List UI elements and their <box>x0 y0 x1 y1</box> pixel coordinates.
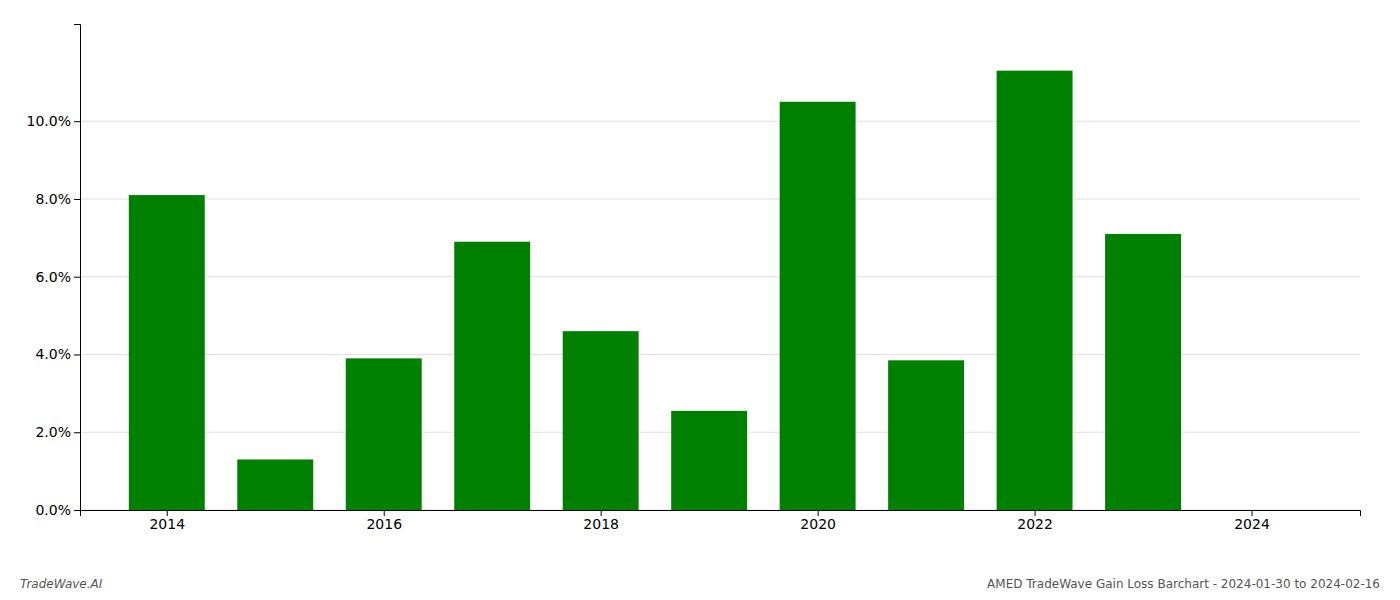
y-tick-label: 2.0% <box>35 424 71 440</box>
bar <box>346 358 422 510</box>
y-tick: 10.0% <box>27 113 80 129</box>
chart-svg: 2014 2016 2018 2020 2022 2024 0.0% 2.0% 4.0% 6.0%… <box>0 0 1400 600</box>
x-tick: 2016 <box>366 510 402 532</box>
x-axis: 2014 2016 2018 2020 2022 2024 <box>81 510 1361 532</box>
x-tick-label: 2022 <box>1017 516 1053 532</box>
x-tick: 2020 <box>800 510 836 532</box>
x-tick-label: 2024 <box>1234 516 1270 532</box>
bar <box>237 459 313 510</box>
bars <box>129 71 1181 510</box>
bar <box>454 242 530 510</box>
y-tick: 0.0% <box>35 502 80 518</box>
plot-area: 2014 2016 2018 2020 2022 2024 0.0% 2.0% 4.0% 6.0%… <box>27 25 1361 532</box>
bar <box>997 71 1073 510</box>
bar <box>129 195 205 510</box>
bar <box>1105 234 1181 510</box>
x-tick: 2014 <box>149 510 185 532</box>
bar <box>780 102 856 510</box>
grid-line <box>80 198 1360 199</box>
axis-line <box>74 25 81 511</box>
grid <box>80 121 1360 510</box>
y-tick-label: 0.0% <box>35 502 71 518</box>
x-tick-label: 2020 <box>800 516 836 532</box>
x-tick-label: 2018 <box>583 516 619 532</box>
x-tick: 2018 <box>583 510 619 532</box>
y-tick: 2.0% <box>35 424 80 440</box>
y-tick-mark <box>74 432 80 433</box>
y-tick-label: 10.0% <box>27 113 71 129</box>
y-tick-mark <box>74 277 80 278</box>
axis-line <box>81 511 1361 517</box>
y-tick-mark <box>74 354 80 355</box>
y-tick: 6.0% <box>35 269 80 285</box>
y-tick: 8.0% <box>35 191 80 207</box>
grid-line <box>80 121 1360 122</box>
bar <box>671 411 747 510</box>
y-tick: 4.0% <box>35 346 80 362</box>
footer-left: TradeWave.AI <box>20 577 103 591</box>
x-tick-label: 2016 <box>366 516 402 532</box>
x-tick-label: 2014 <box>149 516 185 532</box>
bar <box>563 331 639 510</box>
y-tick-label: 6.0% <box>35 269 71 285</box>
y-tick-label: 8.0% <box>35 191 71 207</box>
bar <box>888 360 964 510</box>
x-tick: 2024 <box>1234 510 1270 532</box>
y-tick-mark <box>74 510 80 511</box>
y-tick-label: 4.0% <box>35 346 71 362</box>
chart-container: 2014 2016 2018 2020 2022 2024 0.0% 2.0% 4.0% 6.0%… <box>0 0 1400 600</box>
footer-right: AMED TradeWave Gain Loss Barchart - 2024… <box>987 577 1380 591</box>
y-tick-mark <box>74 121 80 122</box>
y-axis: 0.0% 2.0% 4.0% 6.0% 8.0% 10.0% <box>27 25 81 518</box>
y-tick-mark <box>74 199 80 200</box>
x-tick: 2022 <box>1017 510 1053 532</box>
